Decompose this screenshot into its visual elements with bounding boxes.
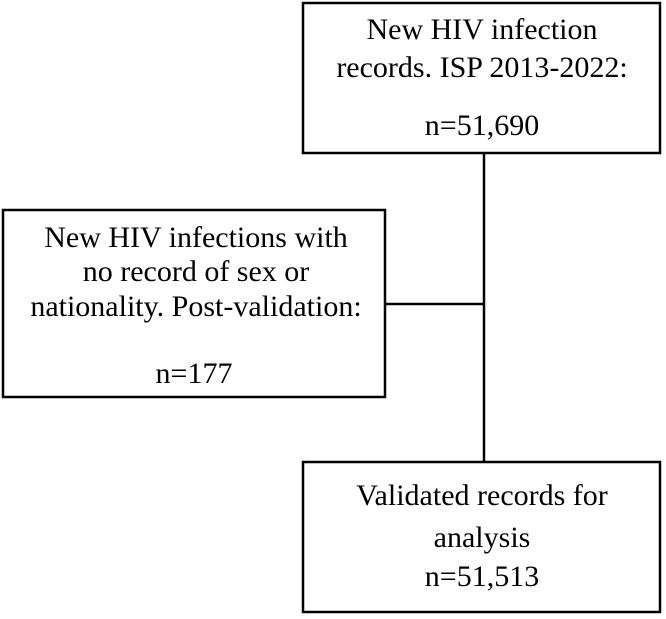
node-text: no record of sex or [83,255,310,288]
node-text: New HIV infections with [44,221,348,254]
node-count: n=177 [156,357,233,390]
node-box [301,460,662,614]
node-text: nationality. Post-validation: [30,290,361,323]
node-count: n=51,690 [425,109,539,142]
node-text: records. ISP 2013-2022: [336,51,627,84]
node-box [1,208,387,399]
node-count: n=51,513 [425,560,539,593]
node-box [301,1,662,155]
node-text: analysis [434,521,531,554]
node-text: New HIV infection [366,13,597,46]
node-text: Validated records for [356,479,608,512]
